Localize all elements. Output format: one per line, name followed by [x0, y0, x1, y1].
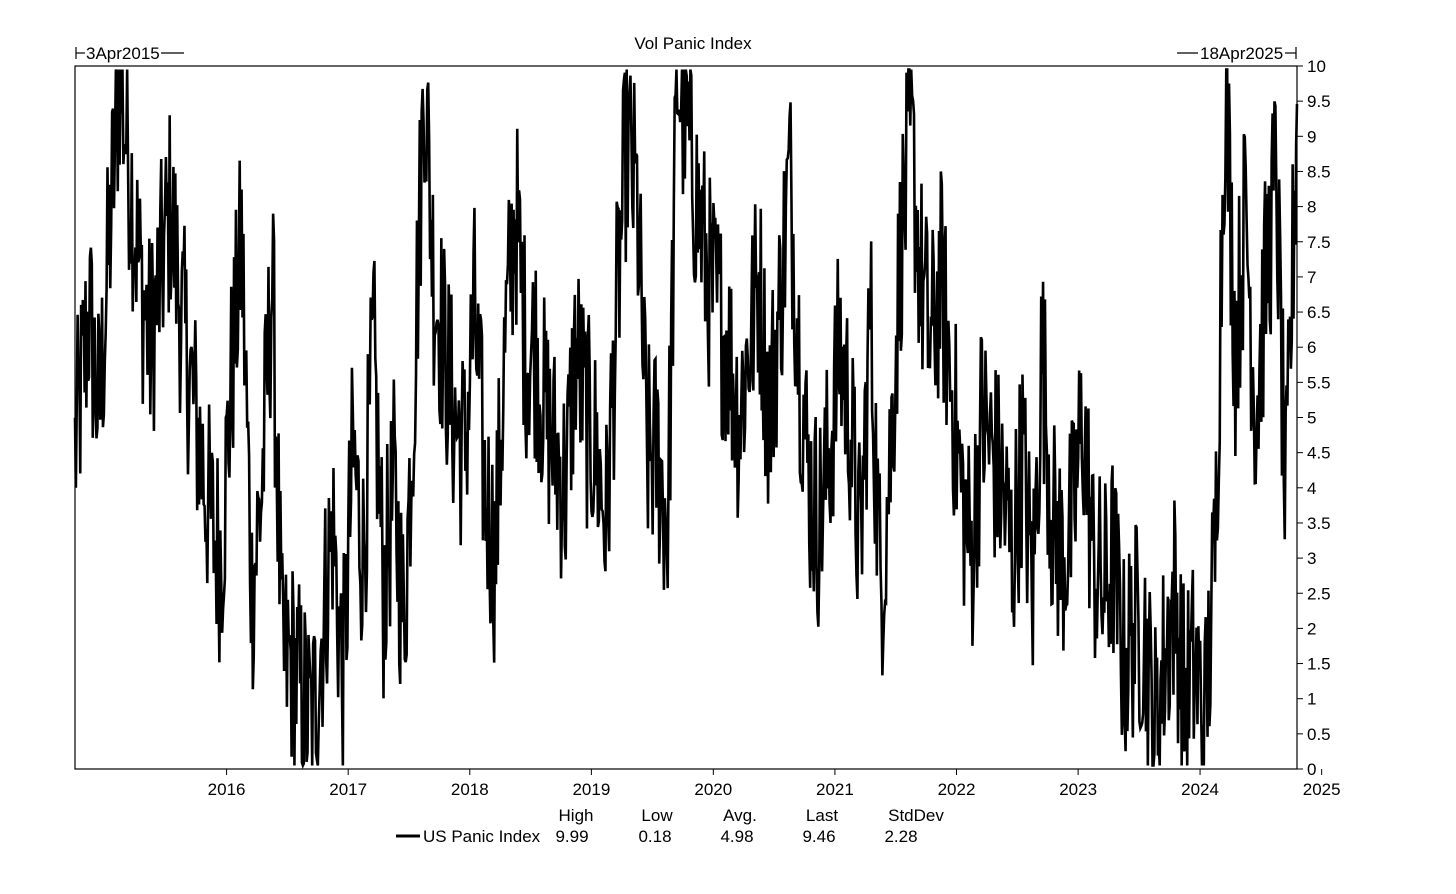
legend-header-stddev: StdDev	[888, 806, 944, 825]
y-tick-label: 6.5	[1307, 303, 1331, 322]
legend: High Low Avg. Last StdDev US Panic Index…	[396, 806, 944, 846]
chart-title: Vol Panic Index	[634, 34, 752, 53]
x-tick-label: 2016	[208, 780, 246, 799]
legend-value-high: 9.99	[555, 827, 588, 846]
y-tick-label: 5.5	[1307, 373, 1331, 392]
y-axis: 0 0.5 1 1.5 2 2.5 3 3.5 4 4.5 5 5.5 6 6.5 7 7.5 8 8.5 9 9.5…	[1297, 57, 1331, 779]
x-tick-label: 2023	[1059, 780, 1097, 799]
y-tick-label: 9	[1307, 127, 1316, 146]
y-tick-label: 8	[1307, 198, 1316, 217]
y-tick-label: 9.5	[1307, 92, 1331, 111]
legend-value-low: 0.18	[638, 827, 671, 846]
y-tick-label: 8.5	[1307, 162, 1331, 181]
start-range-marker: 3Apr2015	[75, 44, 184, 63]
y-tick-label: 5	[1307, 409, 1316, 428]
y-tick-label: 4	[1307, 479, 1316, 498]
legend-header-low: Low	[641, 806, 673, 825]
y-tick-label: 3.5	[1307, 514, 1331, 533]
x-tick-label: 2024	[1181, 780, 1219, 799]
y-tick-label: 0.5	[1307, 725, 1331, 744]
x-tick-label: 2022	[938, 780, 976, 799]
end-range-marker: 18Apr2025	[1177, 44, 1297, 63]
legend-value-stddev: 2.28	[884, 827, 917, 846]
x-tick-label: 2019	[572, 780, 610, 799]
x-tick-label: 2018	[451, 780, 489, 799]
series-group	[73, 68, 1299, 770]
y-tick-label: 1.5	[1307, 655, 1331, 674]
legend-header-high: High	[559, 806, 594, 825]
x-tick-label: 2021	[816, 780, 854, 799]
x-tick-label: 2017	[329, 780, 367, 799]
y-tick-label: 3	[1307, 549, 1316, 568]
legend-value-last: 9.46	[802, 827, 835, 846]
series-line-0	[73, 68, 1299, 770]
x-axis: 2016 2017 2018 2019 2020 2021 2022 2023 2024 2025	[208, 769, 1341, 799]
y-tick-label: 4.5	[1307, 444, 1331, 463]
legend-series-name: US Panic Index	[423, 827, 541, 846]
x-tick-label: 2025	[1303, 780, 1341, 799]
legend-header-last: Last	[806, 806, 838, 825]
y-tick-label: 2.5	[1307, 584, 1331, 603]
x-tick-label: 2020	[694, 780, 732, 799]
legend-header-avg: Avg.	[723, 806, 757, 825]
y-tick-label: 6	[1307, 338, 1316, 357]
y-tick-label: 2	[1307, 619, 1316, 638]
y-tick-label: 1	[1307, 690, 1316, 709]
y-tick-label: 7	[1307, 268, 1316, 287]
y-tick-label: 10	[1307, 57, 1326, 76]
end-date-label: 18Apr2025	[1200, 44, 1283, 63]
legend-value-avg: 4.98	[720, 827, 753, 846]
y-tick-label: 0	[1307, 760, 1316, 779]
start-date-label: 3Apr2015	[86, 44, 160, 63]
y-tick-label: 7.5	[1307, 233, 1331, 252]
